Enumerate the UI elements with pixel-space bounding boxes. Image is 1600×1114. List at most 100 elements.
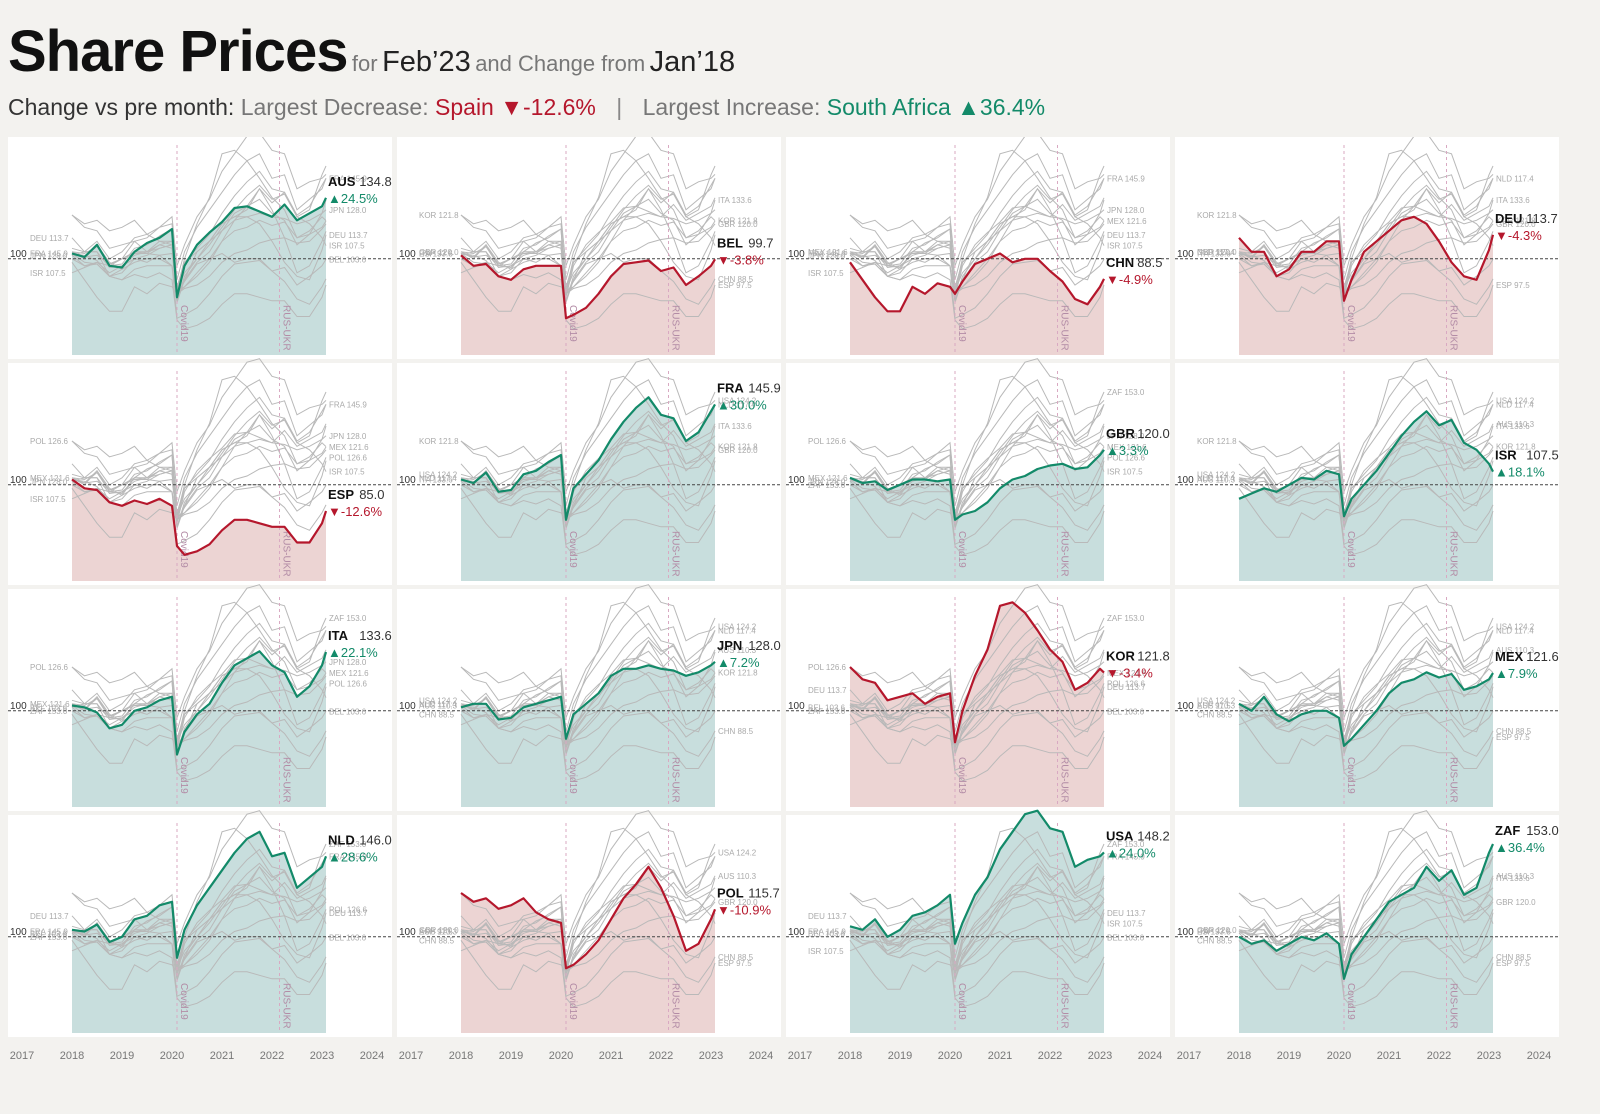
selected-series-area bbox=[461, 661, 715, 807]
ref-label-right: POL 126.6 bbox=[1107, 679, 1146, 688]
ref-label-left: NLD 117.4 bbox=[419, 474, 457, 483]
series-line-usa bbox=[460, 584, 716, 718]
selected-series-line bbox=[460, 254, 716, 320]
base-period-label: Jan’18 bbox=[649, 46, 736, 78]
ref-label-right: FRA 145.9 bbox=[1107, 174, 1145, 183]
ref-label-right: BEL 103.6 bbox=[329, 707, 367, 716]
x-tick-label: 2024 bbox=[749, 1050, 773, 1062]
series-line-nld bbox=[849, 605, 1105, 732]
country-code: CHN bbox=[1106, 255, 1134, 270]
ref-label-right: DEU 113.7 bbox=[1107, 909, 1146, 918]
x-tick-label: 2020 bbox=[160, 1050, 184, 1062]
ref-label-right: JPN 128.0 bbox=[1107, 206, 1145, 215]
ref-label-right: DEU 113.7 bbox=[1107, 683, 1146, 692]
ref-label-right: MEX 121.6 bbox=[1107, 217, 1147, 226]
ref-label-left: CHN 88.5 bbox=[1197, 936, 1233, 945]
event-label: Covid19 bbox=[567, 531, 578, 568]
series-line-pol bbox=[849, 187, 1105, 292]
ref-label-left: POL 126.6 bbox=[30, 663, 69, 672]
ref-label-right: KOR 121.8 bbox=[718, 443, 758, 452]
country-code: MEX bbox=[1495, 649, 1524, 664]
x-tick-label: 2020 bbox=[938, 1050, 962, 1062]
country-value: 120.0 bbox=[1137, 426, 1170, 441]
country-change: ▼-4.3% bbox=[1495, 228, 1542, 243]
ref-label-right: GBR 120.0 bbox=[1496, 220, 1536, 229]
ref-label-right: ISR 107.5 bbox=[329, 242, 365, 251]
series-line-mex bbox=[849, 671, 1105, 747]
country-value: 121.6 bbox=[1526, 649, 1559, 664]
event-label: RUS-UKR bbox=[670, 531, 681, 577]
baseline-label: 100 bbox=[10, 927, 27, 938]
ref-label-left: USA 124.2 bbox=[419, 696, 458, 705]
series-line-nld bbox=[460, 605, 716, 732]
x-tick-label: 2021 bbox=[210, 1050, 234, 1062]
series-line-usa bbox=[849, 137, 1105, 266]
ref-label-right: POL 126.6 bbox=[329, 905, 368, 914]
ref-label-left: CHN 88.5 bbox=[419, 710, 455, 719]
event-label: RUS-UKR bbox=[281, 757, 292, 803]
event-label: RUS-UKR bbox=[1448, 757, 1459, 803]
ref-label-right: CHN 88.5 bbox=[718, 275, 754, 284]
series-line-pol bbox=[849, 865, 1105, 970]
series-line-pol bbox=[71, 639, 327, 744]
ref-label-left: ITA 133.6 bbox=[419, 476, 453, 485]
ref-label-left: ESP 97.5 bbox=[419, 928, 453, 937]
x-tick-label: 2018 bbox=[60, 1050, 84, 1062]
baseline-label: 100 bbox=[1177, 701, 1194, 712]
series-line-zaf bbox=[1238, 165, 1494, 301]
series-line-zaf bbox=[849, 165, 1105, 301]
series-line-esp bbox=[1238, 931, 1494, 1008]
ref-label-right: NLD 117.4 bbox=[1496, 400, 1534, 409]
ref-label-right: JPN 128.0 bbox=[1107, 432, 1145, 441]
ref-label-right: POL 126.6 bbox=[329, 453, 368, 462]
ref-label-right: ESP 97.5 bbox=[718, 959, 752, 968]
series-line-esp bbox=[849, 479, 1105, 556]
change-from-label: and Change from bbox=[475, 51, 646, 76]
ref-label-right: NLD 117.4 bbox=[718, 626, 756, 635]
country-code: USA bbox=[1106, 828, 1134, 843]
series-line-zaf bbox=[460, 617, 716, 753]
country-code: POL bbox=[717, 885, 744, 900]
ref-label-right: CHN 88.5 bbox=[1496, 953, 1532, 962]
selected-series-line bbox=[849, 601, 1105, 744]
event-label: Covid19 bbox=[956, 531, 967, 568]
country-value: 146.0 bbox=[359, 832, 392, 847]
series-line-pol bbox=[1238, 187, 1494, 292]
series-line-mex bbox=[460, 445, 716, 521]
ref-label-left: ISR 107.5 bbox=[30, 269, 66, 278]
series-line-ita bbox=[71, 198, 327, 303]
x-tick-label: 2019 bbox=[1277, 1050, 1301, 1062]
ref-label-left: ITA 133.6 bbox=[419, 250, 453, 259]
selected-series-area bbox=[72, 651, 326, 807]
series-line-esp bbox=[1238, 253, 1494, 330]
series-line-mex bbox=[460, 897, 716, 973]
ref-label-right: AUS 110.3 bbox=[1496, 646, 1535, 655]
ref-label-left: ITA 133.6 bbox=[1197, 250, 1231, 259]
series-line-kor bbox=[460, 375, 716, 517]
ref-label-left: NLD 117.4 bbox=[419, 700, 457, 709]
event-label: Covid19 bbox=[1345, 757, 1356, 794]
x-tick-label: 2019 bbox=[110, 1050, 134, 1062]
series-line-usa bbox=[71, 810, 327, 944]
ref-label-right: ISR 107.5 bbox=[1107, 468, 1143, 477]
ref-label-left: JPN 128.0 bbox=[30, 251, 68, 260]
subtitle-lead: Change vs pre month: bbox=[8, 94, 235, 120]
series-line-chn bbox=[849, 704, 1105, 764]
main-title: Share Prices bbox=[8, 19, 348, 84]
series-line-pol bbox=[71, 865, 327, 970]
ref-label-left: AUS 110.3 bbox=[1197, 476, 1236, 485]
x-tick-label: 2018 bbox=[838, 1050, 862, 1062]
series-line-kor bbox=[460, 827, 716, 969]
country-change: ▲24.5% bbox=[328, 191, 378, 206]
country-change: ▲18.1% bbox=[1495, 465, 1545, 480]
x-tick-label: 2023 bbox=[1088, 1050, 1112, 1062]
series-line-chn bbox=[1238, 252, 1494, 312]
x-tick-label: 2019 bbox=[499, 1050, 523, 1062]
series-line-usa bbox=[1238, 584, 1494, 718]
selected-series-line bbox=[71, 830, 328, 959]
country-value: 99.7 bbox=[748, 235, 773, 250]
ref-label-right: GBR 120.0 bbox=[718, 898, 758, 907]
selected-series-area bbox=[1239, 672, 1493, 807]
